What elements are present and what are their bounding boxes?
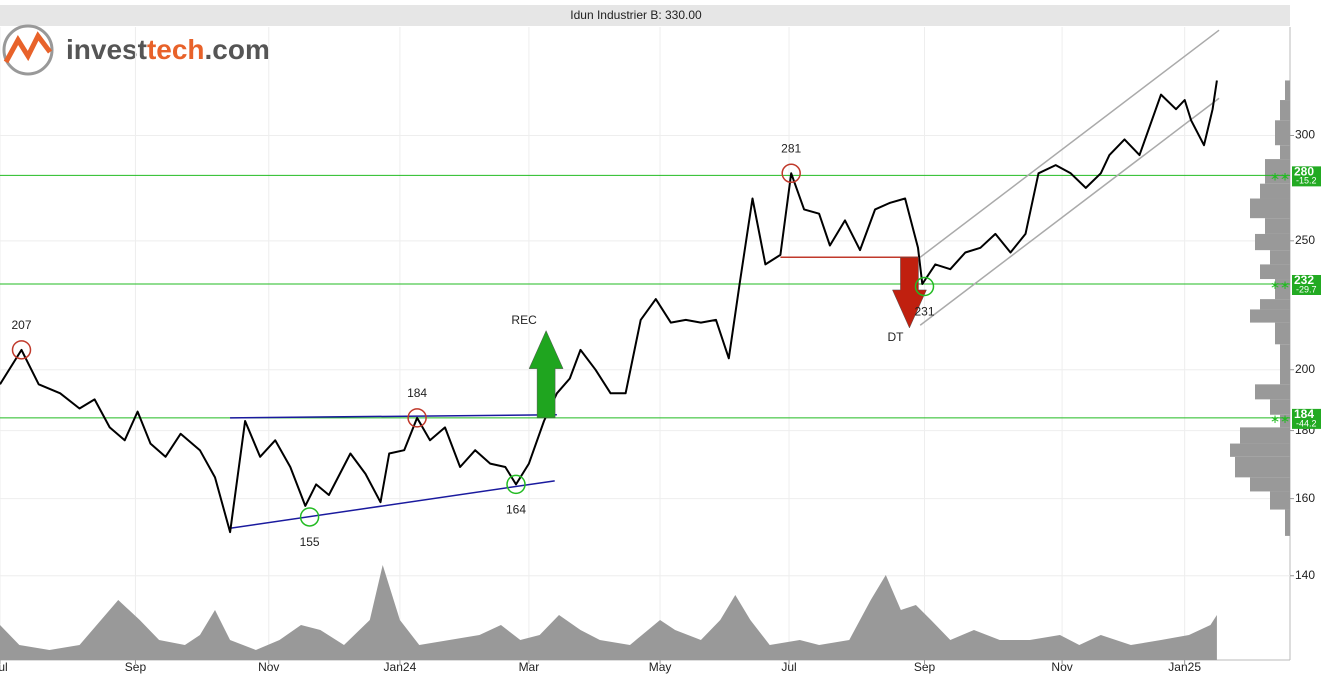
x-tick-label: May [649, 660, 672, 674]
support-change: -44.2 [1296, 418, 1317, 428]
grid [0, 27, 1290, 660]
support-change: -29.7 [1296, 284, 1317, 294]
profile-bar [1275, 322, 1290, 345]
extremum-label: 164 [506, 503, 526, 517]
support-stars: ∗∗ [1270, 412, 1290, 426]
logo-zigzag [3, 31, 52, 64]
y-tick-label: 140 [1295, 568, 1315, 582]
extremum-label: 231 [914, 305, 934, 319]
trend-line [919, 29, 1220, 258]
extremum-marker [914, 276, 935, 297]
profile-bar [1265, 159, 1290, 184]
profile-bar [1235, 456, 1290, 478]
support-box [1292, 408, 1321, 429]
profile-bar [1280, 344, 1290, 385]
extremum-marker [781, 163, 801, 184]
support-stars: ∗∗ [1270, 278, 1290, 292]
x-tick-label: Jan24 [384, 660, 417, 674]
profile-bar [1285, 80, 1290, 101]
profile-bar [1270, 491, 1290, 510]
price-line [0, 80, 1218, 534]
extremum-label: 281 [781, 141, 801, 155]
extremum-label: 155 [300, 535, 320, 549]
support-label: 184 [1294, 407, 1314, 421]
extremum-marker [407, 408, 427, 428]
profile-bar [1260, 183, 1290, 199]
profile-bar [1280, 100, 1290, 121]
x-tick-label: Mar [519, 660, 540, 674]
title-bar [0, 5, 1290, 26]
extremum-marker [299, 507, 320, 527]
profile-bar [1270, 399, 1290, 415]
signal-arrow [528, 330, 564, 419]
profile-bar [1280, 414, 1290, 428]
x-tick-label: Nov [1051, 660, 1072, 674]
profile-bar [1270, 250, 1290, 265]
y-tick-label: 200 [1295, 362, 1315, 376]
x-tick-label: Sep [125, 660, 147, 674]
x-tick-label: Jan25 [1168, 660, 1201, 674]
y-tick-label: 300 [1295, 128, 1315, 142]
logo-text: investtech.com [66, 34, 270, 65]
x-tick-label: Jul [781, 660, 796, 674]
profile-bar [1250, 477, 1290, 492]
x-tick-label: Nov [258, 660, 279, 674]
x-tick-label: Sep [914, 660, 936, 674]
profile-bar [1285, 509, 1290, 536]
trend-line [919, 97, 1220, 326]
support-label: 280 [1294, 165, 1314, 179]
y-tick-label: 160 [1295, 491, 1315, 505]
profile-bar [1275, 120, 1290, 146]
support-change: -15.2 [1296, 176, 1317, 186]
logo-ring [2, 24, 54, 76]
support-stars: ∗∗ [1270, 170, 1290, 184]
volume-area [0, 565, 1217, 660]
extremum-marker [11, 340, 32, 360]
signal-label: DT [887, 330, 904, 344]
logo: investtech.com [2, 24, 270, 76]
profile-bar [1260, 264, 1290, 280]
profile-bar [1250, 309, 1290, 323]
x-tick-label: Jul [0, 660, 8, 674]
extremum-label: 207 [11, 318, 31, 332]
profile-bar [1280, 145, 1290, 160]
support-box [1292, 166, 1321, 187]
profile-bar [1240, 427, 1290, 444]
extremum-marker [506, 474, 526, 495]
signal-label: REC [511, 313, 537, 327]
trend-line [230, 414, 557, 419]
support-box [1292, 274, 1321, 295]
extremum-label: 184 [407, 386, 427, 400]
profile-bar [1265, 218, 1290, 234]
profile-bar [1260, 299, 1290, 310]
profile-bar [1250, 198, 1290, 219]
profile-bar [1255, 233, 1290, 251]
logo-part: invest [66, 34, 147, 65]
signal-arrow [892, 256, 927, 329]
trend-line [229, 480, 555, 529]
y-tick-label: 250 [1295, 233, 1315, 247]
support-label: 232 [1294, 273, 1314, 287]
logo-part: tech [147, 34, 205, 65]
chart-title: Idun Industrier B: 330.00 [570, 8, 702, 22]
profile-bar [1230, 443, 1290, 457]
profile-bar [1255, 384, 1290, 400]
logo-part: .com [205, 34, 270, 65]
